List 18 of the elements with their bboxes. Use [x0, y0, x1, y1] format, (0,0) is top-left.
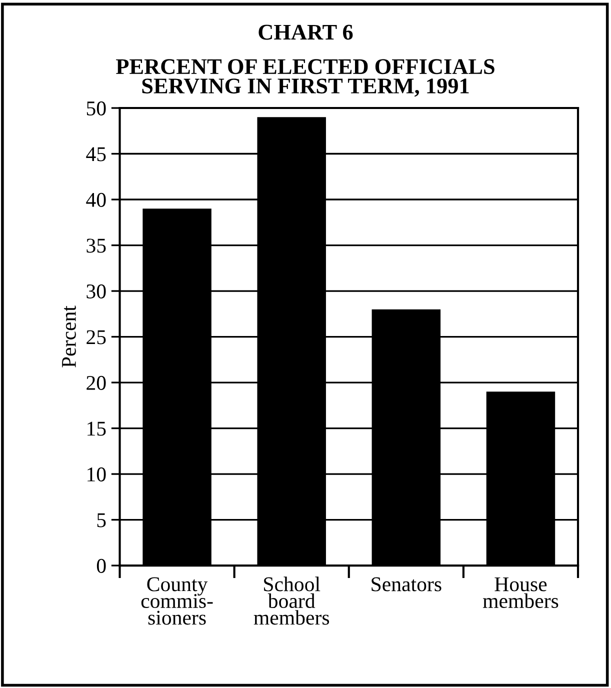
x-tick-label: Senators: [372, 577, 442, 592]
y-tick-label: 15: [88, 422, 106, 436]
y-tick-label: 35: [86, 238, 106, 253]
x-tick-label: School board members: [254, 576, 330, 625]
y-tick-label: 20: [86, 376, 106, 390]
y-tick-label: 0: [96, 558, 106, 573]
chart-title: CHART 6: [258, 24, 353, 40]
y-tick-label: 50: [86, 101, 106, 116]
y-tick-label: 5: [97, 513, 106, 528]
y-tick-label: 40: [86, 192, 106, 207]
y-tick-label: 30: [86, 284, 106, 298]
x-tick-label: House members: [482, 577, 558, 608]
chart-subtitle: PERCENT OF ELECTED OFFICIALS SERVING IN FIRST TERM, 1991: [116, 59, 494, 97]
y-axis-title: Percent: [62, 306, 76, 368]
x-tick-label: County commis- sioners: [141, 577, 213, 625]
y-tick-label: 25: [86, 330, 106, 344]
y-tick-label: 10: [88, 467, 106, 482]
y-tick-label: 45: [86, 147, 106, 162]
